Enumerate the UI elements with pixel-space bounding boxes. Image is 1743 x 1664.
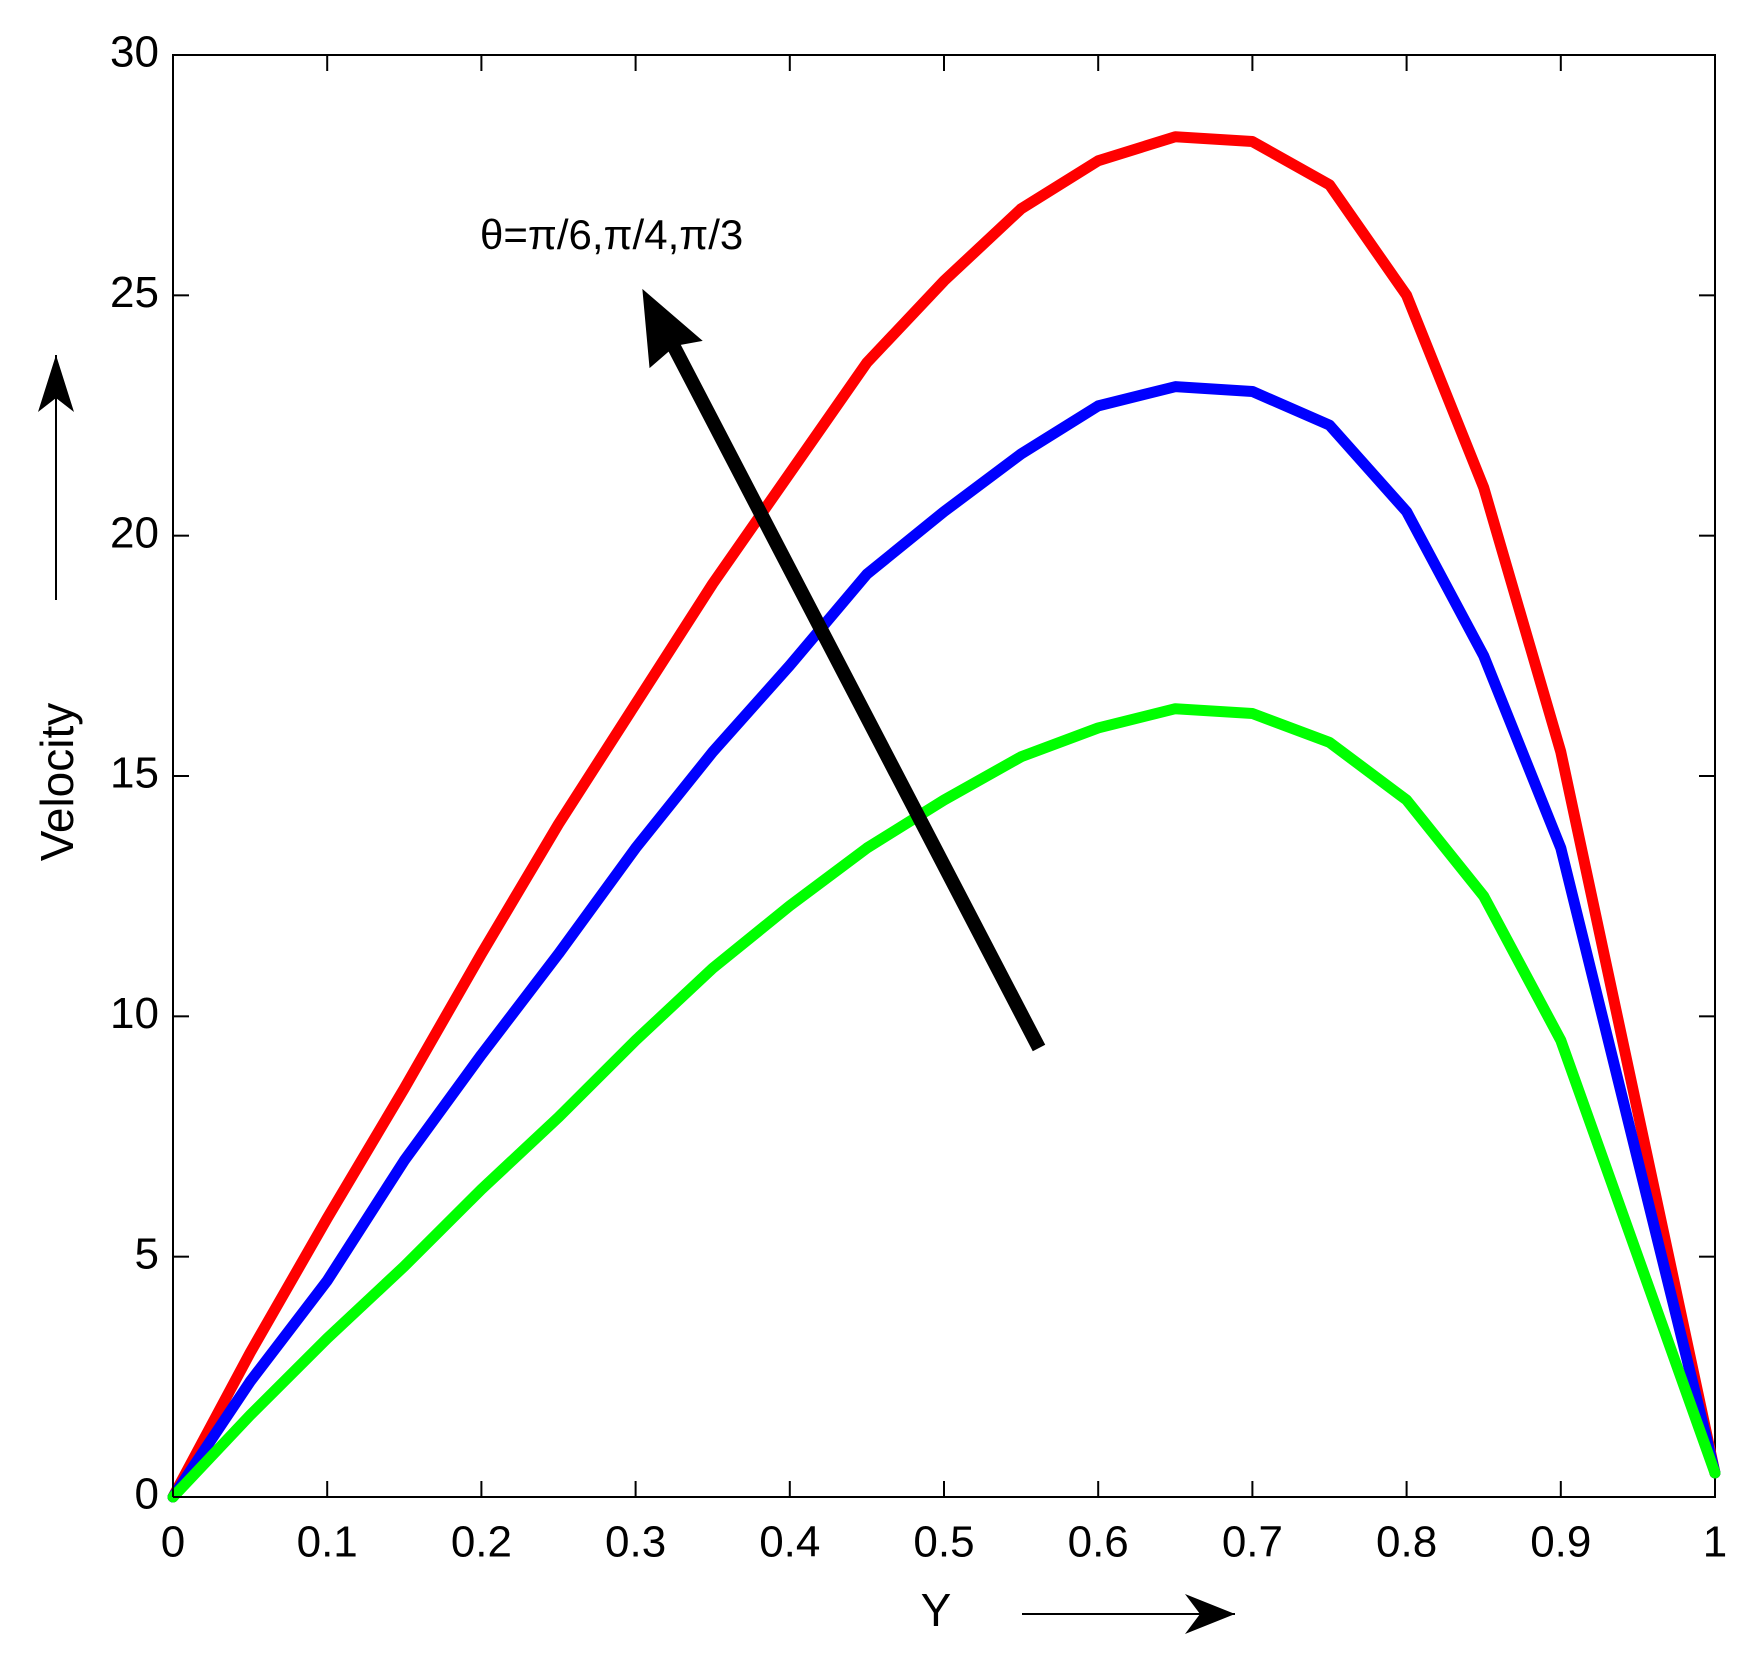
x-tick-label: 0.7 bbox=[1222, 1518, 1283, 1567]
y-tick-label: 15 bbox=[110, 749, 159, 798]
x-tick-label: 0.9 bbox=[1530, 1518, 1591, 1567]
x-axis-label: Y bbox=[921, 1584, 952, 1636]
y-tick-label: 0 bbox=[135, 1470, 159, 1519]
series-line bbox=[167, 131, 1721, 1503]
x-tick-label: 0.1 bbox=[297, 1518, 358, 1567]
x-tick-label: 0.4 bbox=[759, 1518, 820, 1567]
y-tick-label: 25 bbox=[110, 268, 159, 317]
x-tick-label: 1 bbox=[1703, 1518, 1727, 1567]
y-tick-label: 5 bbox=[135, 1229, 159, 1278]
plot-frame bbox=[172, 54, 1716, 1498]
annotation: θ=π/6,π/4,π/3 bbox=[480, 211, 743, 258]
marks bbox=[167, 131, 1721, 1503]
y-tick-label: 20 bbox=[110, 508, 159, 557]
y-axis-arrowhead bbox=[38, 355, 74, 412]
x-tick-label: 0.8 bbox=[1376, 1518, 1437, 1567]
annotation-arrowhead bbox=[642, 288, 703, 369]
series-line bbox=[167, 703, 1721, 1503]
y-tick-label: 30 bbox=[110, 28, 159, 77]
x-axis-arrowhead bbox=[1185, 1594, 1235, 1634]
annotation-arrow bbox=[653, 316, 1046, 1052]
x-tick-label: 0.2 bbox=[451, 1518, 512, 1567]
x-tick-label: 0.3 bbox=[605, 1518, 666, 1567]
x-tick-label: 0.5 bbox=[913, 1518, 974, 1567]
series-line bbox=[167, 381, 1721, 1503]
y-axis-label: Velocity bbox=[31, 703, 83, 862]
x-tick-label: 0.6 bbox=[1068, 1518, 1129, 1567]
y-tick-label: 10 bbox=[110, 989, 159, 1038]
x-tick-label: 0 bbox=[161, 1518, 185, 1567]
